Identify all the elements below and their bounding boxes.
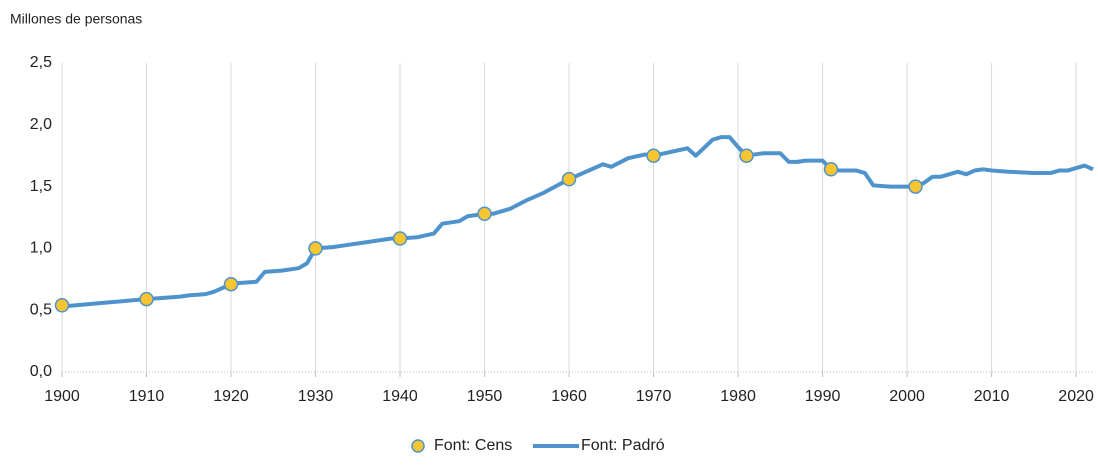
x-tick-label: 1940 [382, 388, 418, 405]
y-axis-label: Millones de personas [10, 11, 142, 27]
legend-marker [411, 439, 425, 453]
x-tick-label: 1930 [298, 388, 334, 405]
data-point [308, 241, 323, 256]
data-point [739, 148, 754, 163]
data-point [908, 179, 923, 194]
data-point [223, 276, 239, 292]
x-tick-label: 2000 [889, 388, 925, 405]
x-tick-label: 1950 [467, 388, 503, 405]
x-tick-label: 1990 [805, 388, 841, 405]
x-tick-label: 1920 [213, 388, 249, 405]
data-point [139, 291, 154, 307]
data-point [54, 298, 70, 313]
x-tick-label: 1960 [551, 388, 587, 405]
x-tick-label: 2020 [1058, 388, 1094, 405]
legend-label: Font: Cens [434, 437, 512, 454]
data-point [823, 162, 839, 177]
data-point [561, 171, 577, 187]
y-tick-label: 2,0 [30, 116, 52, 133]
y-tick-label: 0,5 [30, 301, 52, 318]
y-tick-label: 2,5 [30, 54, 52, 71]
data-point [646, 148, 661, 163]
y-tick-label: 1,5 [30, 178, 52, 195]
x-tick-label: 1980 [720, 388, 756, 405]
x-tick-label: 1910 [129, 388, 165, 405]
y-tick-label: 0,0 [30, 363, 52, 380]
data-point [477, 206, 492, 222]
y-tick-label: 1,0 [30, 240, 52, 257]
x-tick-label: 1900 [44, 388, 80, 405]
data-point [392, 231, 408, 246]
x-tick-label: 2010 [974, 388, 1010, 405]
legend-label: Font: Padró [581, 437, 665, 454]
x-tick-label: 1970 [636, 388, 672, 405]
data-line [61, 135, 1094, 309]
